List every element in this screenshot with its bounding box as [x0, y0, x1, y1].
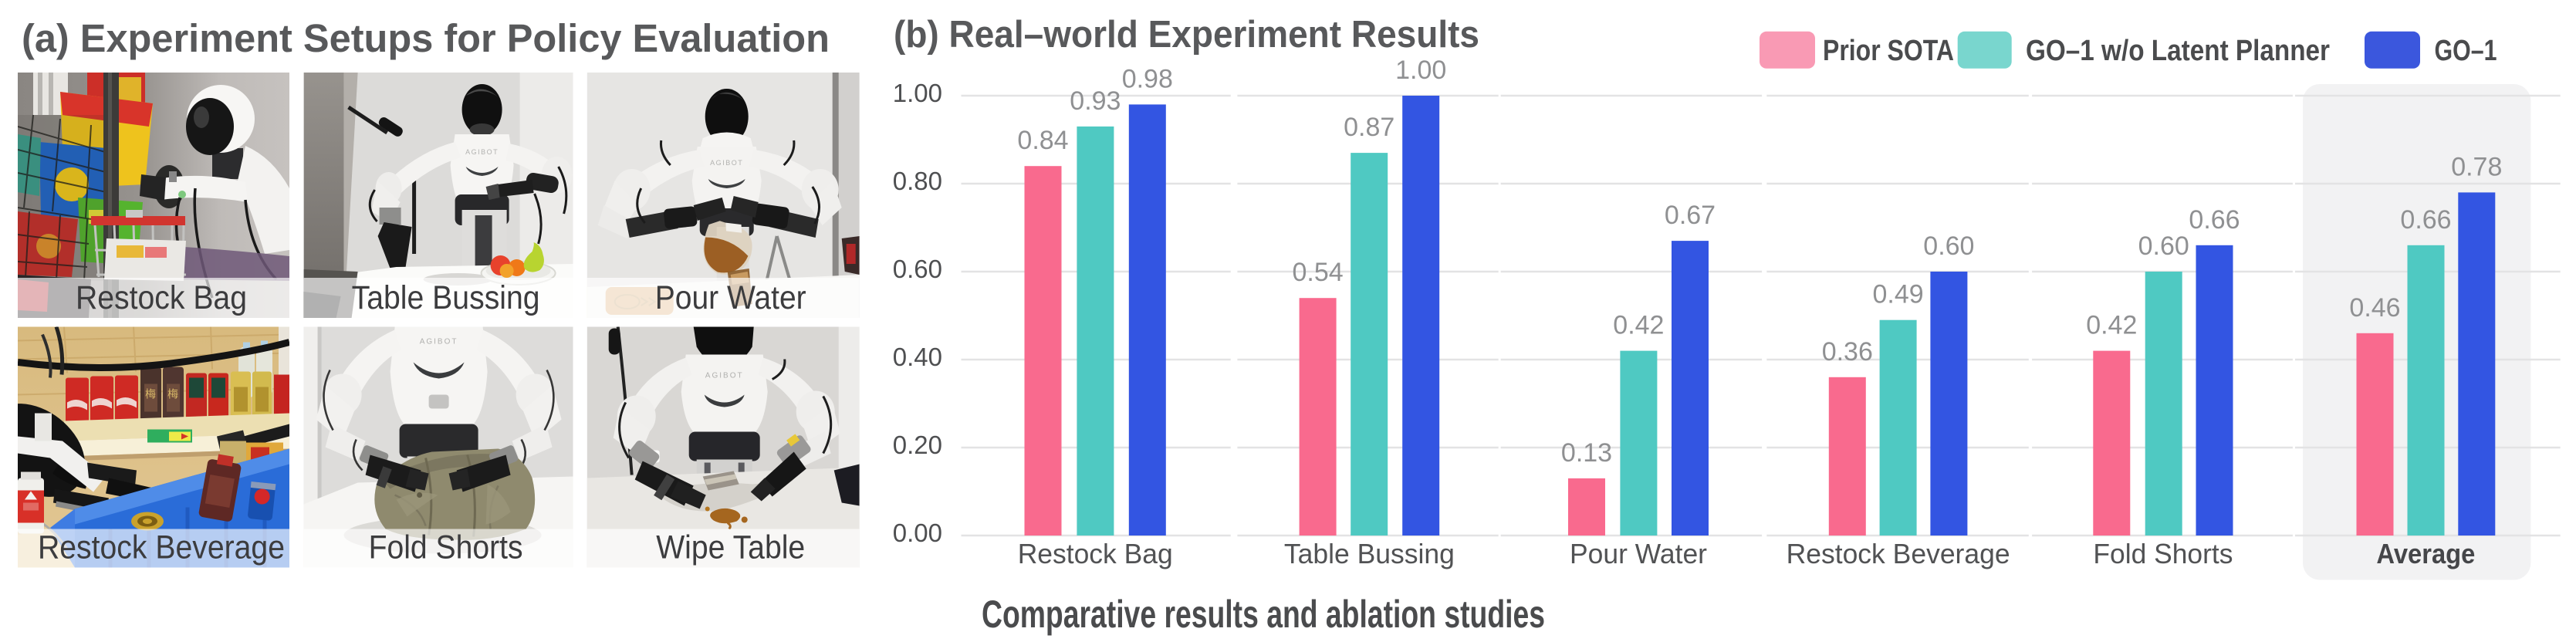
svg-text:Pour Water: Pour Water	[655, 279, 806, 316]
svg-text:0.66: 0.66	[2400, 205, 2451, 235]
svg-text:0.80: 0.80	[893, 167, 942, 195]
svg-text:AGIBOT: AGIBOT	[710, 159, 743, 167]
svg-text:Fold Shorts: Fold Shorts	[369, 529, 523, 566]
svg-text:0.93: 0.93	[1070, 86, 1121, 116]
svg-text:0.00: 0.00	[893, 519, 942, 547]
svg-text:0.87: 0.87	[1344, 113, 1394, 142]
svg-text:Restock Beverage: Restock Beverage	[1787, 538, 2010, 569]
svg-text:Average: Average	[2376, 538, 2475, 569]
svg-text:梅: 梅	[145, 388, 156, 400]
svg-text:Wipe Table: Wipe Table	[656, 529, 805, 566]
svg-text:1.00: 1.00	[1395, 56, 1446, 85]
svg-text:AGIBOT: AGIBOT	[465, 148, 499, 156]
svg-text:Table Bussing: Table Bussing	[352, 279, 540, 316]
svg-text:0.13: 0.13	[1561, 438, 1612, 468]
svg-text:0.42: 0.42	[1613, 311, 1664, 340]
svg-text:0.46: 0.46	[2349, 293, 2400, 323]
svg-text:GO–1 w/o Latent Planner: GO–1 w/o Latent Planner	[2026, 35, 2330, 67]
svg-text:0.67: 0.67	[1665, 201, 1716, 230]
svg-text:GO–1: GO–1	[2435, 35, 2497, 67]
svg-text:0.60: 0.60	[2138, 231, 2189, 261]
svg-text:0.78: 0.78	[2451, 152, 2502, 181]
svg-text:Pour Water: Pour Water	[1570, 538, 1707, 569]
svg-text:0.20: 0.20	[893, 431, 942, 459]
svg-text:(a) Experiment Setups for Poli: (a) Experiment Setups for Policy Evaluat…	[22, 16, 830, 60]
svg-text:0.60: 0.60	[893, 255, 942, 283]
svg-text:AGIBOT: AGIBOT	[705, 372, 744, 380]
svg-text:0.84: 0.84	[1017, 126, 1068, 155]
svg-text:Restock Bag: Restock Bag	[1018, 538, 1173, 569]
svg-text:0.54: 0.54	[1293, 258, 1344, 287]
svg-text:Restock Beverage: Restock Beverage	[38, 529, 285, 566]
svg-text:0.36: 0.36	[1822, 337, 1873, 367]
svg-text:Restock Bag: Restock Bag	[76, 279, 247, 316]
svg-text:Comparative results and ablati: Comparative results and ablation studies	[982, 593, 1545, 636]
svg-text:0.42: 0.42	[2086, 311, 2137, 340]
svg-text:Prior SOTA: Prior SOTA	[1823, 35, 1954, 67]
svg-text:1.00: 1.00	[893, 79, 942, 107]
svg-text:0.40: 0.40	[893, 343, 942, 371]
svg-text:Table Bussing: Table Bussing	[1284, 538, 1455, 569]
svg-text:0.60: 0.60	[1923, 231, 1974, 261]
svg-text:0.66: 0.66	[2189, 205, 2240, 235]
svg-text:0.49: 0.49	[1873, 280, 1924, 309]
svg-text:AGIBOT: AGIBOT	[420, 338, 458, 346]
svg-text:0.98: 0.98	[1122, 64, 1173, 93]
svg-text:Fold Shorts: Fold Shorts	[2093, 538, 2233, 569]
svg-text:(b) Real–world Experiment Resu: (b) Real–world Experiment Results	[894, 14, 1479, 56]
svg-text:梅: 梅	[167, 388, 178, 400]
